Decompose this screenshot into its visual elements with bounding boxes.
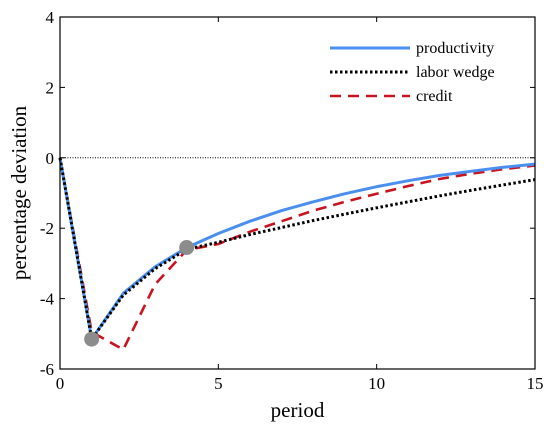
x-tick-label: 0 — [56, 374, 65, 393]
marker-point-1 — [84, 331, 100, 347]
series-line-credit — [58, 157, 536, 351]
legend-label-credit: credit — [416, 88, 453, 105]
x-tick-label: 15 — [527, 374, 544, 393]
legend-label-labor-wedge: labor wedge — [416, 64, 495, 81]
y-tick-label: 0 — [46, 149, 55, 168]
y-tick-label: 4 — [46, 8, 55, 27]
x-axis-label: period — [271, 398, 325, 422]
plot-content — [58, 157, 536, 351]
legend: productivity labor wedge credit — [330, 40, 495, 105]
x-tick-label: 10 — [368, 374, 385, 393]
legend-label-productivity: productivity — [416, 40, 494, 57]
series-line-productivity — [58, 157, 536, 341]
series-line-labor-wedge — [58, 157, 536, 341]
marker-point-2 — [179, 240, 195, 256]
y-tick-label: -4 — [40, 290, 55, 309]
axis-ticks: 0 5 10 15 -6 -4 -2 0 2 4 — [40, 8, 544, 393]
x-tick-label: 5 — [214, 374, 223, 393]
y-tick-label: -2 — [40, 219, 54, 238]
y-tick-label: 2 — [46, 78, 55, 97]
y-axis-label: percentage deviation — [7, 105, 31, 280]
y-tick-label: -6 — [40, 360, 54, 379]
plot-frame — [59, 16, 536, 370]
